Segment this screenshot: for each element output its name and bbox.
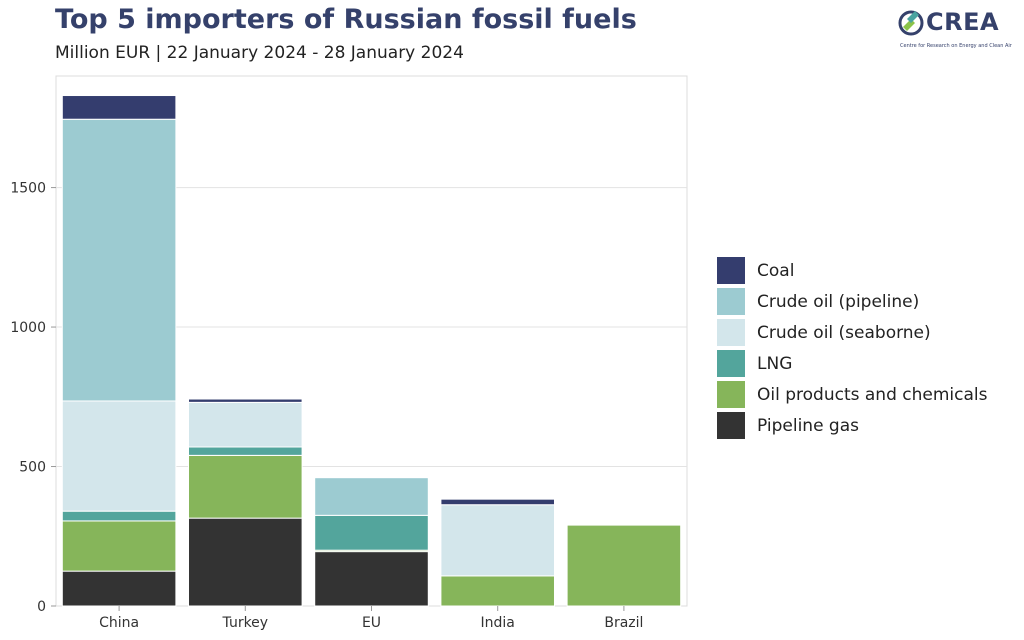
bar-segment bbox=[188, 401, 303, 448]
bar-segment bbox=[61, 520, 177, 572]
bar-segment bbox=[188, 446, 303, 456]
x-tick-label: India bbox=[481, 615, 515, 631]
legend-item: Oil products and chemicals bbox=[717, 379, 987, 410]
x-tick-label: Brazil bbox=[604, 615, 643, 631]
bar-segment bbox=[566, 524, 682, 607]
legend-label: Crude oil (seaborne) bbox=[757, 322, 931, 343]
chart-subtitle: Million EUR | 22 January 2024 - 28 Janua… bbox=[55, 43, 464, 63]
legend-swatch bbox=[717, 381, 745, 408]
bar-segment bbox=[440, 504, 555, 577]
legend-label: Crude oil (pipeline) bbox=[757, 291, 920, 312]
bar-segment bbox=[314, 551, 429, 607]
bar-segment bbox=[61, 400, 177, 512]
bar-segment bbox=[188, 398, 303, 403]
chart-title: Top 5 importers of Russian fossil fuels bbox=[55, 4, 637, 35]
crea-logo-mark-icon bbox=[898, 10, 924, 36]
bar-segment bbox=[314, 477, 429, 516]
legend-swatch bbox=[717, 319, 745, 346]
crea-logo: CREA Centre for Research on Energy and C… bbox=[898, 8, 1014, 54]
bar-segment bbox=[61, 95, 177, 120]
bar-segment bbox=[61, 118, 177, 402]
legend-label: LNG bbox=[757, 353, 793, 374]
x-tick-label: Turkey bbox=[222, 615, 269, 631]
legend-item: Coal bbox=[717, 255, 987, 286]
legend-swatch bbox=[717, 288, 745, 315]
bar-segment bbox=[314, 514, 429, 551]
legend-swatch bbox=[717, 350, 745, 377]
legend-label: Oil products and chemicals bbox=[757, 384, 988, 405]
y-tick-label: 0 bbox=[37, 599, 46, 615]
chart-legend: Coal Crude oil (pipeline) Crude oil (seabo… bbox=[717, 255, 987, 441]
x-tick-label: EU bbox=[362, 615, 381, 631]
legend-item: LNG bbox=[717, 348, 987, 379]
bar-segment bbox=[188, 517, 303, 607]
legend-item: Crude oil (seaborne) bbox=[717, 317, 987, 348]
bar-segment bbox=[188, 454, 303, 519]
bar-segment bbox=[440, 575, 555, 607]
y-tick-label: 1500 bbox=[10, 181, 46, 197]
legend-item: Pipeline gas bbox=[717, 410, 987, 441]
legend-item: Crude oil (pipeline) bbox=[717, 286, 987, 317]
y-tick-label: 1000 bbox=[10, 320, 46, 336]
crea-logo-text: CREA bbox=[926, 8, 1000, 36]
bar-segment bbox=[61, 570, 177, 607]
x-tick-label: China bbox=[99, 615, 139, 631]
legend-swatch bbox=[717, 257, 745, 284]
y-tick-label: 500 bbox=[19, 460, 46, 476]
legend-label: Coal bbox=[757, 260, 795, 281]
legend-swatch bbox=[717, 412, 745, 439]
bar-segment bbox=[440, 498, 555, 506]
crea-logo-tagline: Centre for Research on Energy and Clean … bbox=[900, 43, 1012, 49]
legend-label: Pipeline gas bbox=[757, 415, 859, 436]
bar-segment bbox=[61, 510, 177, 522]
